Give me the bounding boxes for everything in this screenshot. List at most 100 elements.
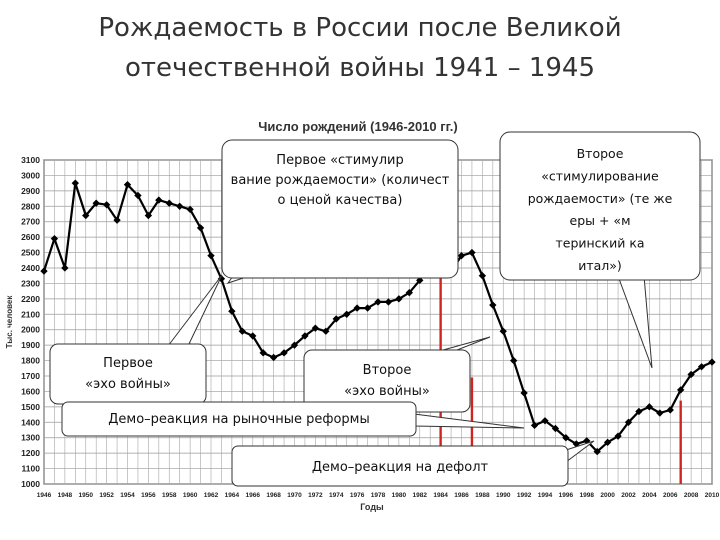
x-tick-label: 1964 xyxy=(225,492,240,499)
second-stimulus-callout-text: итал») xyxy=(578,258,622,273)
x-tick-label: 1992 xyxy=(517,492,532,499)
data-point xyxy=(687,370,695,379)
y-tick-label: 2800 xyxy=(21,201,40,211)
y-tick-label: 1000 xyxy=(21,479,40,489)
data-point xyxy=(228,307,236,315)
data-point xyxy=(541,417,549,425)
y-tick-label: 1800 xyxy=(21,356,40,366)
x-tick-label: 1994 xyxy=(538,492,553,499)
first-stimulus-callout-text: вание рождаемости» (количест xyxy=(231,173,450,188)
x-tick-label: 1996 xyxy=(559,492,574,499)
first-echo-callout-bubble xyxy=(49,343,207,405)
first-stimulus-callout-bubble xyxy=(221,139,459,279)
data-point xyxy=(343,310,351,318)
data-point xyxy=(113,216,121,224)
market-reforms-callout-bubble xyxy=(61,401,417,437)
y-tick-label: 1200 xyxy=(21,448,40,458)
x-tick-label: 2000 xyxy=(600,492,615,499)
y-tick-label: 2900 xyxy=(21,186,40,196)
data-point xyxy=(71,179,79,187)
x-tick-label: 1984 xyxy=(433,492,448,499)
data-point xyxy=(624,418,633,426)
data-point xyxy=(155,196,163,204)
data-point xyxy=(384,298,393,306)
y-axis-label: Тыс. человек xyxy=(5,295,14,349)
y-tick-label: 1900 xyxy=(21,340,40,350)
data-point xyxy=(311,324,320,332)
data-point xyxy=(489,301,497,309)
x-tick-label: 2008 xyxy=(684,492,699,499)
data-point xyxy=(249,332,257,340)
data-point xyxy=(708,358,716,366)
x-tick-label: 1970 xyxy=(287,492,302,499)
x-tick-label: 2006 xyxy=(663,492,678,499)
x-tick-label: 1962 xyxy=(204,492,219,499)
x-tick-label: 1966 xyxy=(246,492,261,499)
y-tick-label: 1500 xyxy=(21,402,40,412)
slide-title-line-1: Рождаемость в России после Великой xyxy=(98,13,622,43)
second-echo-callout-text: «эхо войны» xyxy=(344,384,430,399)
data-point xyxy=(635,407,643,416)
data-point xyxy=(40,267,48,275)
x-tick-label: 2004 xyxy=(642,492,657,499)
second-stimulus-callout-text: «стимулирование xyxy=(541,168,659,183)
x-tick-label: 1946 xyxy=(37,492,52,499)
x-tick-label: 1958 xyxy=(162,492,177,499)
x-tick-label: 1968 xyxy=(266,492,281,499)
x-tick-label: 1974 xyxy=(329,492,344,499)
data-point xyxy=(144,211,153,220)
data-point xyxy=(176,202,184,210)
y-tick-label: 3100 xyxy=(21,155,40,165)
y-tick-label: 2500 xyxy=(21,248,40,258)
y-tick-label: 2100 xyxy=(21,309,40,319)
data-point xyxy=(395,295,403,303)
second-stimulus-callout-text: теринский ка xyxy=(555,236,644,251)
x-tick-label: 1950 xyxy=(79,492,94,499)
y-tick-label: 2200 xyxy=(21,294,40,304)
data-point xyxy=(186,205,194,214)
y-tick-label: 1100 xyxy=(22,464,41,474)
data-point xyxy=(269,353,278,362)
data-point xyxy=(666,406,674,414)
data-point xyxy=(656,409,664,417)
x-tick-label: 1960 xyxy=(183,492,198,499)
data-point xyxy=(614,432,622,440)
market-reforms-callout-text: Демо–реакция на рыночные реформы xyxy=(108,412,370,427)
y-tick-label: 2700 xyxy=(21,217,40,227)
data-point xyxy=(697,363,706,371)
y-tick-label: 2400 xyxy=(21,263,40,273)
y-tick-label: 2300 xyxy=(21,278,40,288)
x-tick-label: 1976 xyxy=(350,492,365,499)
data-point xyxy=(416,276,424,285)
data-point xyxy=(290,341,299,349)
first-echo-callout-text: «эхо войны» xyxy=(85,377,171,392)
data-point xyxy=(677,386,685,394)
x-tick-label: 1990 xyxy=(496,492,511,499)
slide-title-line-2: отечественной войны 1941 – 1945 xyxy=(124,53,596,83)
data-point xyxy=(134,191,142,200)
data-point xyxy=(259,349,267,357)
y-tick-label: 1700 xyxy=(21,371,40,381)
second-stimulus-callout-bubble xyxy=(499,131,701,281)
data-point xyxy=(499,327,507,335)
data-point xyxy=(457,251,466,260)
second-stimulus-callout-text: Второе xyxy=(577,146,624,161)
default-callout-bubble xyxy=(231,445,569,487)
x-tick-label: 1972 xyxy=(308,492,323,499)
data-point xyxy=(332,315,340,323)
first-stimulus-callout-text: Первое «стимулир xyxy=(276,153,403,168)
data-point xyxy=(374,298,382,306)
data-point xyxy=(92,199,100,207)
data-point xyxy=(363,304,372,312)
x-tick-label: 1952 xyxy=(99,492,114,499)
data-point xyxy=(520,389,528,397)
first-echo-callout-text: Первое xyxy=(103,356,153,371)
data-point xyxy=(82,211,90,220)
second-stimulus-callout-text: рождаемости» (те же xyxy=(528,191,673,206)
x-tick-label: 2010 xyxy=(705,492,720,499)
data-point xyxy=(322,327,330,335)
x-tick-label: 1998 xyxy=(580,492,595,499)
data-point xyxy=(301,332,309,340)
x-tick-label: 1956 xyxy=(141,492,156,499)
